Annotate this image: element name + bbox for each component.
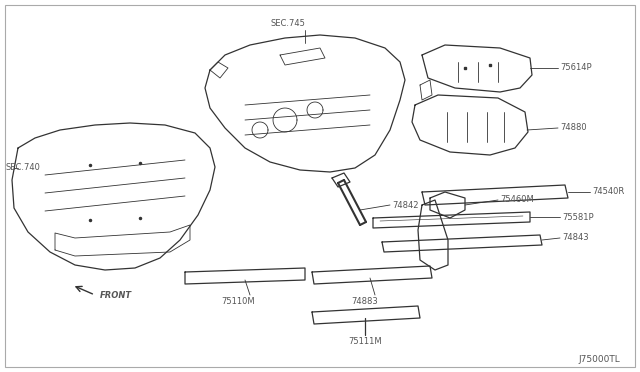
Text: 74880: 74880 (560, 124, 587, 132)
Text: 75581P: 75581P (562, 212, 594, 221)
Text: 75460M: 75460M (500, 196, 534, 205)
Text: FRONT: FRONT (100, 291, 132, 299)
Text: SEC.740: SEC.740 (5, 164, 40, 173)
Text: 75110M: 75110M (221, 298, 255, 307)
Text: 74843: 74843 (562, 234, 589, 243)
Text: 75111M: 75111M (348, 337, 382, 346)
Text: 74540R: 74540R (592, 187, 624, 196)
Text: SEC.745: SEC.745 (271, 19, 305, 28)
Text: 74842: 74842 (392, 201, 419, 209)
Text: 74883: 74883 (351, 298, 378, 307)
Text: J75000TL: J75000TL (579, 355, 620, 364)
Text: 75614P: 75614P (560, 64, 591, 73)
